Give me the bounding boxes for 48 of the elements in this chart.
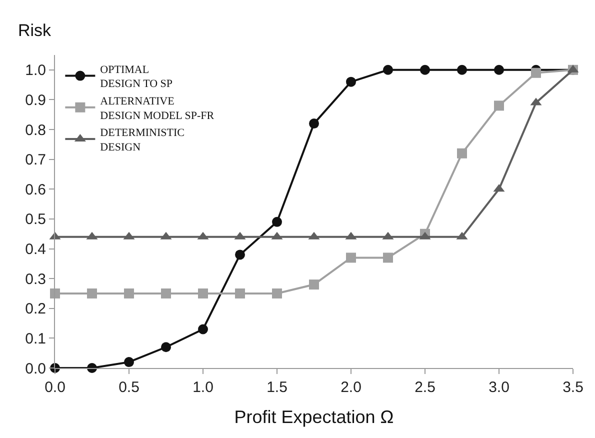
- point: [272, 288, 282, 298]
- point: [235, 250, 245, 260]
- point: [124, 357, 134, 368]
- y-tick-label: 1.0: [25, 62, 46, 80]
- x-axis-title: Profit Expectation Ω: [234, 407, 394, 428]
- point: [198, 324, 208, 334]
- legend-label: OPTIMAL DESIGN TO SP: [100, 64, 173, 90]
- point: [309, 280, 319, 290]
- point: [531, 68, 541, 78]
- point: [50, 288, 60, 298]
- x-tick-label: 3.0: [488, 379, 510, 396]
- legend-label: DETERMINISTIC DESIGN: [100, 127, 185, 154]
- point: [272, 216, 282, 227]
- point: [124, 288, 134, 298]
- y-tick-label: 0.2: [25, 300, 46, 318]
- y-tick-label: 0.3: [25, 270, 46, 288]
- y-tick-label: 0.7: [25, 152, 46, 169]
- x-tick-label: 0.0: [44, 379, 66, 396]
- point: [161, 342, 171, 352]
- x-tick-label: 2.5: [414, 379, 436, 396]
- point: [87, 288, 97, 298]
- y-tick-label: 0.0: [25, 360, 46, 378]
- point: [198, 288, 208, 298]
- y-tick-label: 0.5: [25, 211, 46, 228]
- x-tick-label: 3.5: [562, 379, 584, 396]
- point: [346, 252, 356, 263]
- point: [235, 288, 245, 298]
- x-tick-label: 2.0: [340, 379, 362, 396]
- y-tick-label: 0.8: [25, 122, 46, 139]
- point: [457, 64, 467, 75]
- y-axis-title: Risk: [18, 21, 52, 40]
- y-tick-label: 0.1: [25, 330, 46, 348]
- point: [161, 288, 171, 298]
- y-tick-label: 0.4: [25, 241, 46, 258]
- point: [494, 64, 504, 75]
- y-tick-label: 0.9: [25, 92, 46, 109]
- legend-label: ALTERNATIVE DESIGN MODEL SP-FR: [100, 96, 215, 122]
- y-tick-label: 0.6: [25, 181, 46, 198]
- point: [309, 118, 319, 129]
- point: [383, 252, 393, 263]
- point: [494, 100, 504, 111]
- x-tick-label: 0.5: [118, 379, 140, 396]
- point: [346, 76, 356, 87]
- x-tick-label: 1.0: [192, 379, 214, 396]
- point: [420, 64, 430, 75]
- point: [457, 148, 467, 158]
- x-tick-label: 1.5: [266, 379, 288, 396]
- point: [383, 64, 393, 75]
